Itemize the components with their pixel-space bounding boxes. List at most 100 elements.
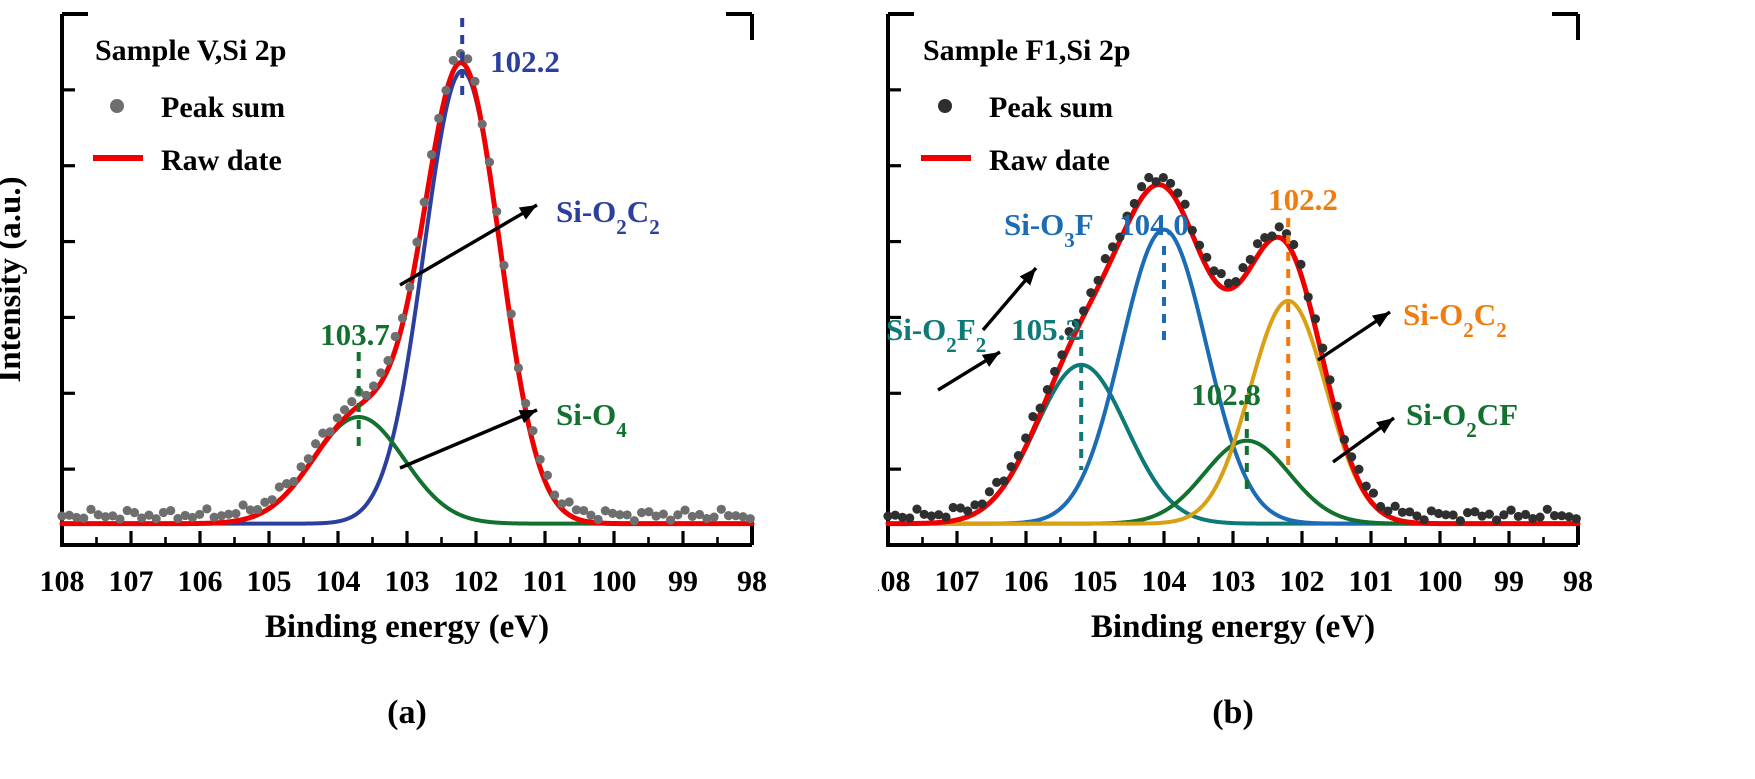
peak-sum-dot [941,512,951,522]
peak-sum-dot [1463,508,1473,518]
peak-sum-dot [1455,516,1465,526]
peak-sum-dot [419,197,429,207]
annotation-arrow [399,408,538,470]
peak-sum-dot [166,505,176,516]
x-axis-tick-label: 104 [1142,565,1187,598]
peak-sum-dot [1520,509,1531,520]
peak-sum-dot [339,405,350,415]
legend-raw-label: Raw date [989,144,1110,177]
peak-sum-dot [209,512,219,522]
peak-sum-dot [1209,266,1219,276]
peak-value-102-2: 102.2 [1268,182,1338,217]
raw-data-curve [59,60,755,527]
peak-sum-dot [1093,275,1103,285]
peak-sum-dot [1506,505,1516,515]
annotation-arrowhead [1371,312,1390,328]
peak-sum-dot [992,477,1002,487]
peak-sum-dot [1296,259,1306,269]
peak-sum-dot [303,454,313,464]
x-axis-tick-label: 102 [1280,565,1325,598]
peak-sum-dot [644,507,654,517]
peak-sum-dot [1071,318,1081,328]
peak-sum-dot [361,390,371,401]
peak-sum-dot [1339,435,1350,445]
peak-sum-dot [1347,452,1357,462]
peak-sum-dot [1223,278,1234,288]
peak-sum-dot [955,503,966,513]
x-axis-tick-label: 105 [1073,565,1118,598]
peak-sum-dot [1115,232,1125,242]
x-axis-tick-label: 99 [1494,565,1524,598]
peak-sum-dot [1021,433,1031,443]
legend-peak-sum-label: Peak sum [989,91,1113,124]
species-si-o2c2: Si-O2C2 [556,194,660,239]
legend-peak-sum-label: Peak sum [161,91,285,124]
peak-sum-dot [158,507,169,518]
peak-sum-dot [267,495,277,505]
peak-sum-dot [1303,292,1313,302]
x-axis-tick-label: 100 [1418,565,1463,598]
peak-sum-dot [1151,177,1161,187]
peak-sum-dot [108,511,118,521]
annotation-arrowhead [981,352,1000,367]
peak-sum-dot [977,499,987,509]
peak-sum-dot [477,119,487,129]
peak-sum-dot [905,513,915,523]
panel-a: 108 107 106 105 104 103 102 101 100 99 98 Binding e… [0,0,877,779]
peak-sum-dot [180,510,190,521]
panel-a-plot: 108 107 106 105 104 103 102 101 100 99 98 Binding e… [0,12,767,731]
x-axis-tick-label: 108 [40,565,85,598]
peak-sum-dot [934,510,944,520]
curves-group [59,60,755,527]
species-si-o2c2: Si-O2C2 [1403,297,1507,342]
peak-sum-dot [426,149,437,160]
peak-sum-dot [651,511,661,521]
peak-sum-dot [347,397,357,407]
peak-sum-dot [1368,488,1379,498]
peak-sum-dot [1158,172,1168,183]
legend-raw-label: Raw date [161,144,282,177]
peak-sum-dot [1064,326,1074,337]
peak-sum-dot [1006,462,1016,472]
peak-sum-dot [1035,403,1045,413]
annotation-arrow [399,203,538,287]
species-si-o2cf: Si-O2CF [1406,397,1518,442]
peak-sum-dot [1470,507,1480,517]
peak-sum-dot [1194,240,1205,250]
peak-sum-dot [1318,343,1328,353]
peak-sum-dot [1491,515,1502,525]
peak-sum-dot [673,510,683,520]
peak-sum-dot [1405,507,1415,517]
peak-sum-dot [231,508,241,519]
peak-sum-dot [557,499,567,509]
panel-caption: (b) [1212,694,1254,731]
legend: Sample F1,Si 2p Peak sum Raw date [921,34,1131,177]
species-si-o2f2: Si-O2F2 [886,312,986,357]
x-axis-tick-label: 105 [247,565,292,598]
x-axis-tick-label: 107 [935,565,980,598]
peak-sum-dot [984,487,995,497]
peak-sum-dot [593,514,603,525]
peak-sum-dot [1354,464,1364,474]
peak-sum-dot [1100,254,1110,264]
peak-sum-dot [216,511,226,521]
peak-sum-dot [1289,239,1299,250]
peak-sum-dot [709,512,719,522]
x-axis-title: Binding energy (eV) [1091,609,1375,645]
peak-sum-dot [1260,232,1270,243]
peak-sum-dot [550,490,560,500]
peak-sum-dot [245,505,255,515]
peak-sum-dot [702,513,712,524]
peak-sum-dot [434,113,444,123]
peak-sum-dot [383,355,393,366]
peak-sum-dot [1108,242,1118,252]
x-axis-tick-label: 107 [109,565,154,598]
x-axis-tick-label: 99 [668,565,698,598]
peak-sum-dot [86,504,96,514]
legend-sample-title: Sample V,Si 2p [95,34,286,67]
peak-sum-dot [680,505,690,515]
peak-sum-dot [1332,401,1342,411]
peak-sum-dot [1136,182,1147,192]
peak-sum-dot [731,511,741,521]
peak-sum-dot [1434,508,1444,519]
